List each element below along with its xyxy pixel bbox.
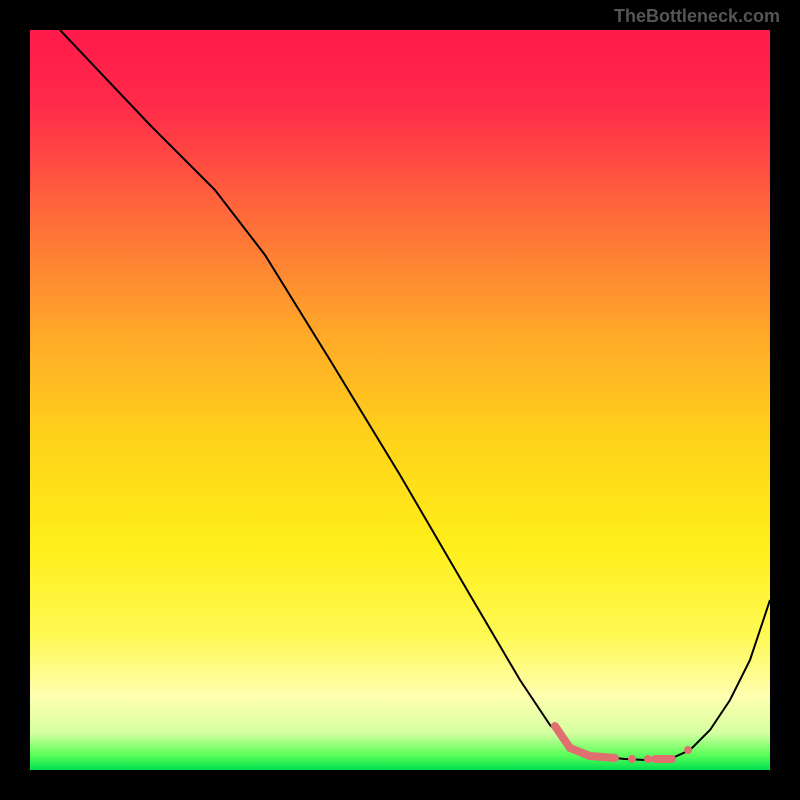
bottleneck-curve (60, 30, 770, 760)
trough-marker (590, 756, 615, 758)
plot-area (30, 30, 770, 770)
trough-marker (684, 746, 692, 754)
trough-marker (628, 755, 636, 763)
curve-layer (30, 30, 770, 770)
watermark-text: TheBottleneck.com (614, 6, 780, 27)
trough-marker (644, 755, 652, 763)
trough-markers (555, 726, 692, 763)
